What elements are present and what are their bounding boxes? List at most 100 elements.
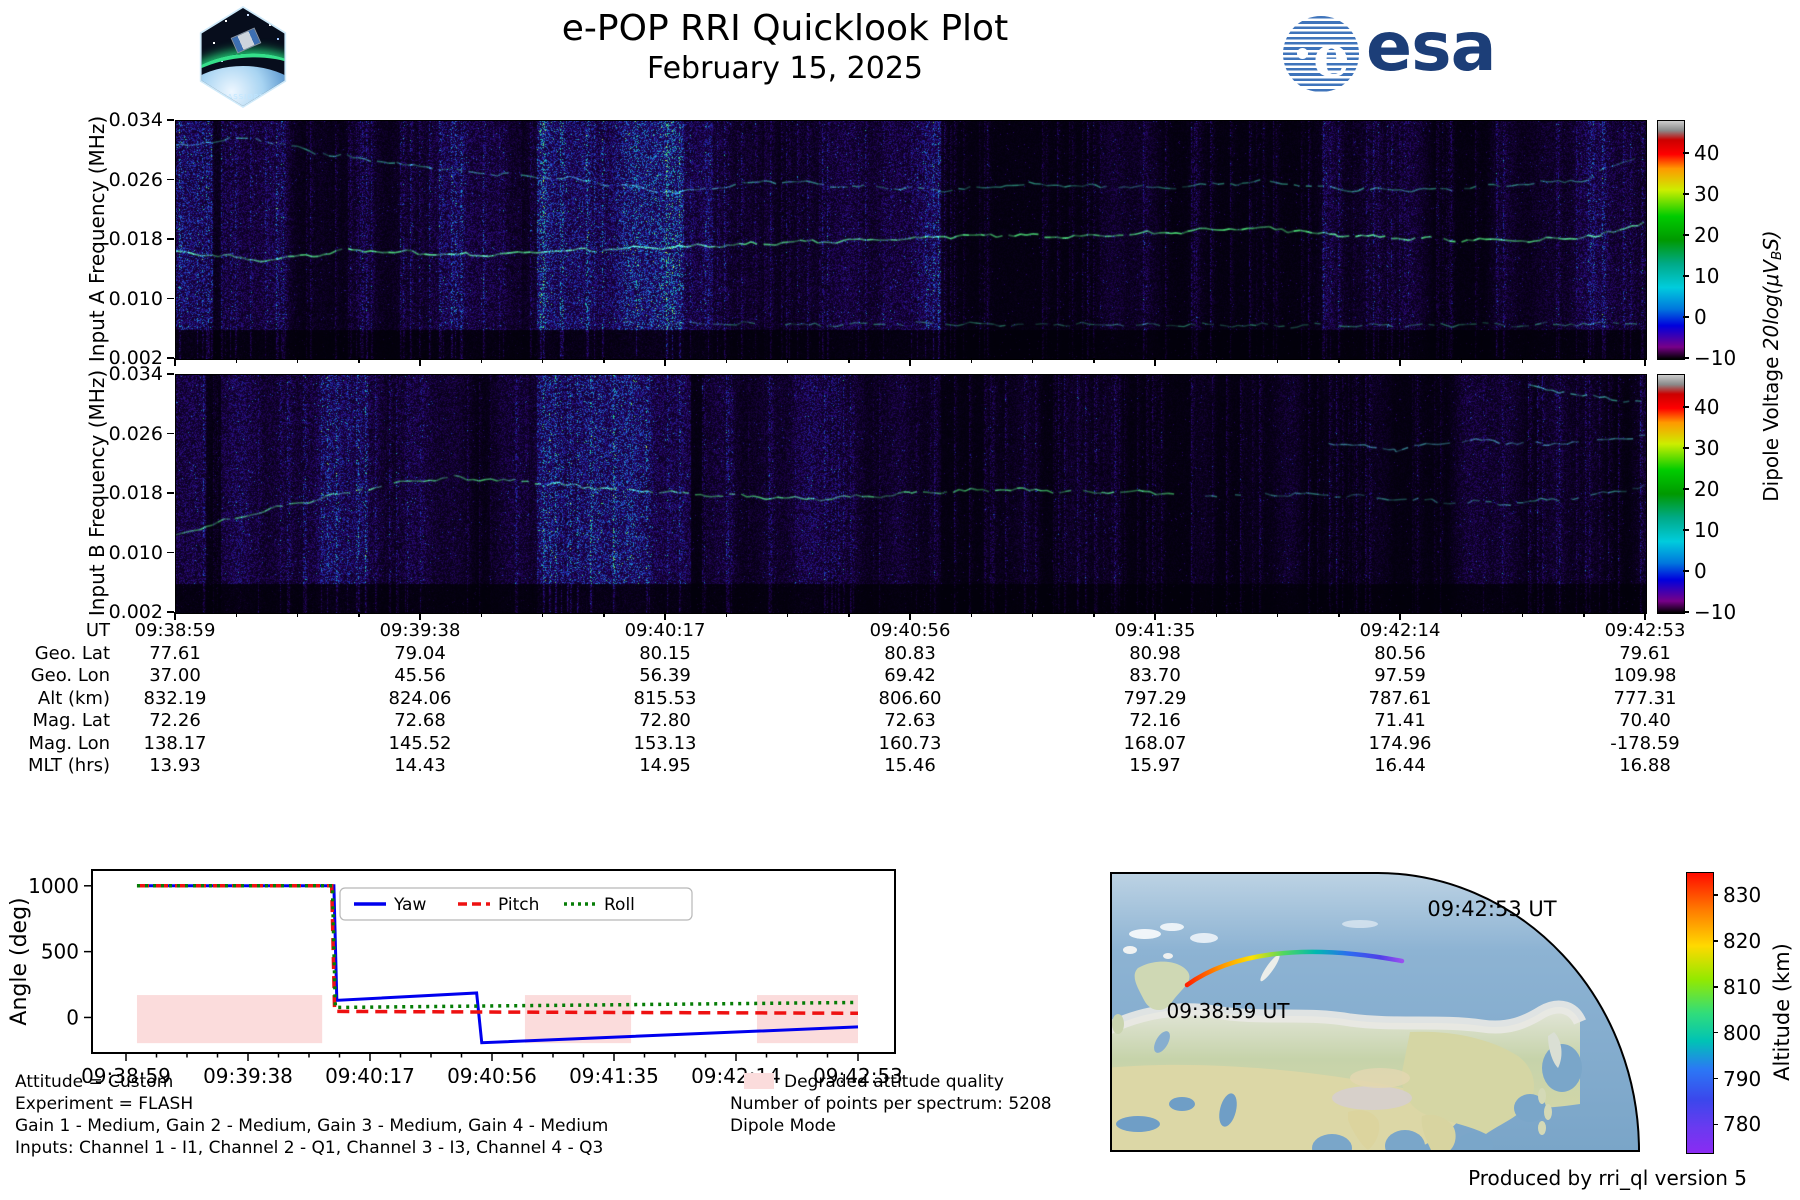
altitude-tick-label: 830 xyxy=(1723,882,1762,907)
table-cell: 787.61 xyxy=(1368,687,1432,709)
altitude-tick-mark xyxy=(1712,894,1718,896)
angle-x-tick-label: 09:39:38 xyxy=(203,1064,293,1083)
time-minor-tick-b xyxy=(725,612,727,617)
time-major-tick-a xyxy=(909,358,911,366)
credit-line: Produced by rri_ql version 5 xyxy=(1468,1166,1747,1190)
ground-track-map: 09:38:59 UT 09:42:53 UT xyxy=(1110,872,1640,1152)
table-cell: 80.56 xyxy=(1374,642,1426,664)
table-cell: 71.41 xyxy=(1374,710,1426,731)
east-asia-land xyxy=(1401,1031,1534,1134)
table-cell: 79.61 xyxy=(1619,642,1671,664)
franz-josef-land xyxy=(1163,953,1173,959)
freq-tick-mark-b xyxy=(167,611,174,613)
time-major-tick-a xyxy=(664,358,666,366)
esa-logo-globe: e xyxy=(1283,16,1359,92)
table-cell: 09:41:35 xyxy=(1114,620,1196,641)
esa-logo-wordmark: esa xyxy=(1366,8,1496,87)
degraded-quality-swatch xyxy=(744,1073,774,1089)
spectrogram-b-image xyxy=(176,375,1646,613)
legend-label-yaw: Yaw xyxy=(393,895,426,915)
degraded-region xyxy=(524,995,632,1044)
arctic-snow-coast xyxy=(1111,1000,1586,1036)
dipole-mode-label: Dipole Mode xyxy=(730,1116,836,1136)
table-cell: 832.19 xyxy=(143,687,207,709)
time-major-tick-b xyxy=(1154,612,1156,620)
altitude-tick-mark xyxy=(1712,1031,1718,1034)
time-minor-tick-a xyxy=(1031,358,1034,363)
cloud-2 xyxy=(1160,923,1184,931)
time-minor-tick-b xyxy=(1215,612,1217,617)
freq-tick-mark-a xyxy=(167,238,174,240)
time-minor-tick-b xyxy=(358,612,360,617)
voltage-b-tick-mark xyxy=(1683,570,1689,572)
altitude-tick-mark xyxy=(1712,1077,1718,1080)
table-cell: 97.59 xyxy=(1374,665,1426,686)
south-china-sea xyxy=(1457,1132,1493,1151)
cloud-1 xyxy=(1129,929,1161,939)
table-row-label: Geo. Lat xyxy=(34,642,110,664)
time-minor-tick-a xyxy=(1460,358,1462,363)
bay-of-bengal xyxy=(1385,1130,1425,1151)
table-cell: 15.97 xyxy=(1129,755,1181,776)
time-major-tick-b xyxy=(909,612,911,620)
india xyxy=(1348,1110,1380,1150)
footnote-experiment: Experiment = FLASH xyxy=(15,1094,194,1114)
table-cell: 79.04 xyxy=(394,642,446,664)
map-border xyxy=(1110,872,1640,1152)
altitude-tick-label: 820 xyxy=(1723,928,1762,953)
table-cell: 14.95 xyxy=(639,755,691,776)
freq-tick-label-b: 0.026 xyxy=(108,422,163,445)
angle-x-tick-label: 09:42:53 xyxy=(813,1064,903,1083)
freq-tick-label-a: 0.034 xyxy=(108,109,163,131)
table-cell: 70.40 xyxy=(1619,710,1671,731)
japan-island-2 xyxy=(1544,1104,1552,1120)
british-isles xyxy=(1112,1014,1124,1034)
svalbard xyxy=(1123,946,1137,954)
table-cell: 77.61 xyxy=(149,642,201,664)
voltage-b-tick-mark xyxy=(1683,447,1689,449)
voltage-b-tick-label: 10 xyxy=(1694,517,1720,542)
time-major-tick-a xyxy=(1644,358,1646,366)
time-minor-tick-b xyxy=(1460,612,1462,617)
time-minor-tick-b xyxy=(480,612,482,617)
spectrogram-panel-b xyxy=(175,374,1647,614)
freq-tick-mark-a xyxy=(167,297,174,300)
freq-tick-label-a: 0.010 xyxy=(108,287,163,310)
angle-plot-frame xyxy=(91,869,896,1054)
table-cell: 797.29 xyxy=(1123,687,1187,709)
freq-tick-mark-b xyxy=(167,432,174,435)
footnote-inputs: Inputs: Channel 1 - I1, Channel 2 - Q1, … xyxy=(15,1138,604,1158)
time-minor-tick-a xyxy=(1583,358,1585,363)
degraded-quality-label: Degraded attitude quality xyxy=(784,1072,1004,1092)
table-cell: 56.39 xyxy=(639,665,691,686)
table-cell: 09:40:17 xyxy=(624,620,706,641)
freq-tick-mark-a xyxy=(167,357,174,359)
time-minor-tick-a xyxy=(1338,358,1340,363)
cloud-3 xyxy=(1190,933,1218,943)
table-cell: 45.56 xyxy=(394,665,446,686)
angle-legend-box xyxy=(339,887,693,921)
time-minor-tick-b xyxy=(541,612,544,617)
voltage-a-tick-label: 30 xyxy=(1694,181,1720,206)
legend-label-roll: Roll xyxy=(604,895,635,915)
freq-tick-label-b: 0.034 xyxy=(108,363,163,385)
table-cell: 16.44 xyxy=(1374,755,1426,776)
table-cell: 815.53 xyxy=(633,687,697,709)
angle-x-tick-label: 09:41:35 xyxy=(569,1064,659,1083)
time-major-tick-a xyxy=(174,358,176,366)
yaw-line xyxy=(136,884,859,1045)
table-cell: 72.16 xyxy=(1129,710,1181,731)
legend-label-pitch: Pitch xyxy=(498,895,539,915)
time-major-tick-a xyxy=(419,358,421,366)
footnote-gains: Gain 1 - Medium, Gain 2 - Medium, Gain 3… xyxy=(15,1116,609,1136)
himalaya-range xyxy=(1332,1086,1412,1110)
voltage-b-tick-label: 0 xyxy=(1694,558,1707,583)
time-minor-tick-b xyxy=(235,612,237,617)
table-cell: 13.93 xyxy=(149,755,201,776)
altitude-tick-mark xyxy=(1712,986,1718,988)
time-major-tick-b xyxy=(1399,612,1401,620)
time-minor-tick-a xyxy=(970,358,972,363)
time-minor-tick-a xyxy=(541,358,544,363)
cassiope-label: CASSIOPE xyxy=(221,93,265,101)
cloud-4 xyxy=(1342,920,1378,928)
